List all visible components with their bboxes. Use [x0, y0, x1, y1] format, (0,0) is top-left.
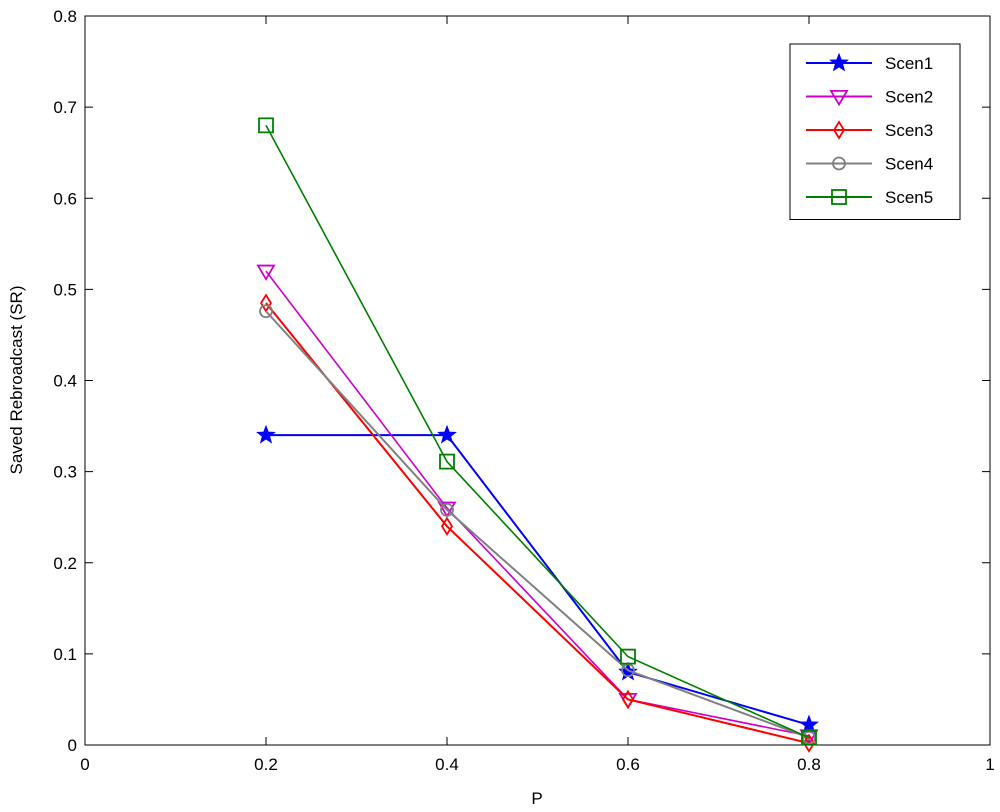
y-tick-label: 0.2	[53, 554, 77, 573]
legend-item-scen1: Scen1	[806, 52, 933, 73]
legend-item-scen3: Scen3	[806, 120, 933, 140]
axes: 0 0.2 0.4 0.6 0.8 1 0 0.1 0.2 0.3 0.4 0.5 0.6 0.7 0.8	[53, 7, 994, 774]
series-line-scen5	[265, 124, 810, 739]
legend-marker	[829, 90, 849, 107]
x-tick-label: 0.2	[254, 755, 278, 774]
data-point-scen5	[439, 453, 455, 470]
x-tick-label: 1	[985, 755, 994, 774]
data-point-scen3	[621, 689, 635, 710]
legend-label: Scen3	[885, 121, 933, 140]
legend-item-scen5: Scen5	[806, 188, 933, 207]
data-point-scen2	[256, 264, 276, 281]
legend-label: Scen2	[885, 88, 933, 107]
legend-item-scen4: Scen4	[806, 155, 933, 174]
data-point-scen1	[799, 714, 819, 734]
y-tick-label: 0.7	[53, 98, 77, 117]
y-tick-label: 0.3	[53, 463, 77, 482]
series-line-scen1	[266, 434, 810, 726]
series-scen5	[258, 117, 817, 746]
series-scen3	[259, 293, 816, 753]
legend: Scen1 Scen2 Scen3 Scen4 Scen5	[789, 43, 961, 220]
data-point-scen1	[256, 424, 276, 444]
x-axis-label: P	[531, 789, 542, 808]
data-point-scen3	[259, 293, 273, 313]
y-tick-label: 0.8	[53, 7, 77, 26]
legend-marker	[831, 189, 847, 205]
legend-label: Scen5	[885, 188, 933, 207]
legend-marker	[832, 156, 846, 171]
data-point-scen2	[437, 501, 457, 518]
legend-label: Scen4	[885, 155, 933, 174]
data-point-scen5	[258, 117, 274, 134]
legend-marker	[829, 52, 849, 72]
data-point-scen5	[801, 729, 817, 746]
data-point-scen3	[802, 733, 816, 753]
legend-box	[789, 43, 961, 220]
data-point-scen5	[620, 648, 636, 665]
data-point-scen3	[440, 516, 454, 537]
y-tick-label: 0.6	[53, 189, 77, 208]
series-layer	[256, 117, 819, 753]
y-tick-label: 0.5	[53, 280, 77, 299]
x-tick-label: 0	[80, 755, 89, 774]
x-tick-label: 0.8	[797, 755, 821, 774]
series-line-scen4	[265, 310, 810, 739]
data-point-scen4	[802, 730, 816, 745]
data-point-scen4	[440, 502, 454, 517]
legend-item-scen2: Scen2	[806, 88, 933, 107]
x-tick-label: 0.6	[616, 755, 640, 774]
y-tick-label: 0	[68, 736, 77, 755]
y-axis-label: Saved Rebroadcast (SR)	[7, 286, 26, 475]
y-tick-label: 0.1	[53, 645, 77, 664]
y-tick-label: 0.4	[53, 372, 77, 391]
legend-marker	[832, 120, 846, 140]
series-scen4	[259, 304, 816, 745]
x-tick-label: 0.4	[435, 755, 459, 774]
data-point-scen4	[259, 304, 273, 319]
series-line-scen3	[265, 302, 810, 745]
series-line-scen2	[265, 270, 810, 737]
legend-label: Scen1	[885, 54, 933, 73]
data-point-scen1	[437, 424, 457, 444]
